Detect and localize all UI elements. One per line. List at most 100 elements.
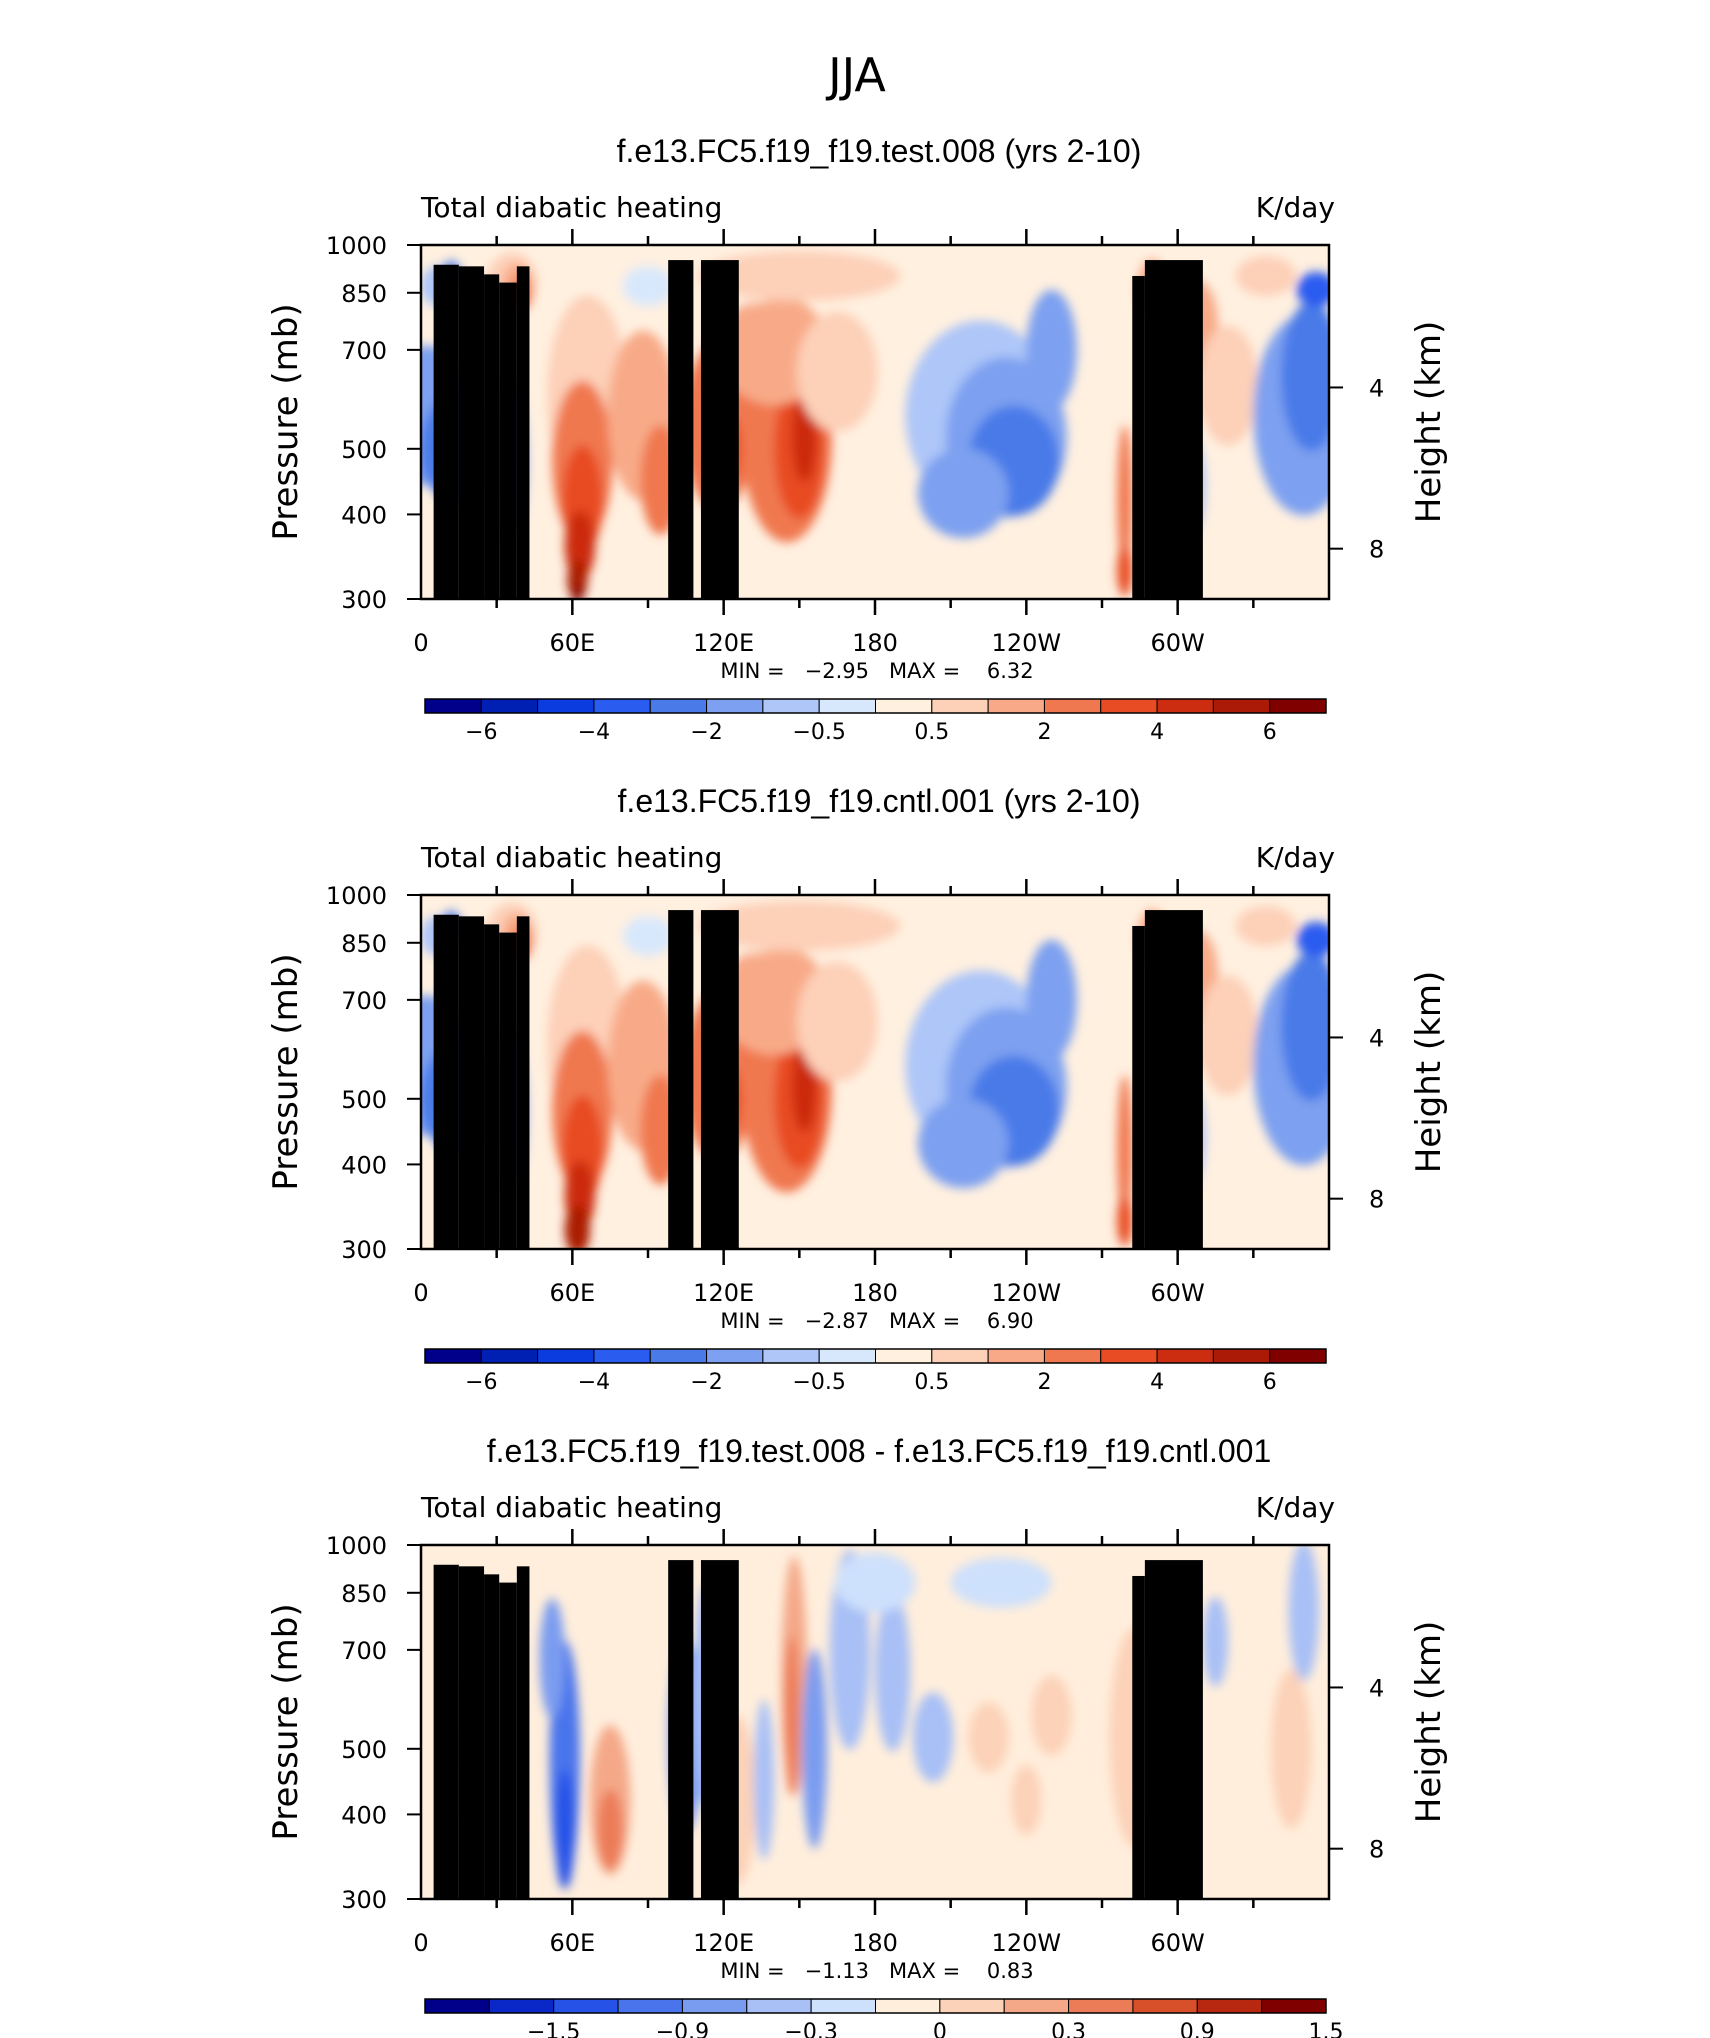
contour-region	[1026, 939, 1077, 1060]
colorbar-label: 0.5	[914, 1370, 949, 1395]
y-tick-label: 300	[341, 1236, 387, 1264]
y-tick-label: 400	[341, 1801, 387, 1829]
colorbar-box	[1261, 1998, 1327, 2014]
panel-title: f.e13.FC5.f19_f19.test.008 - f.e13.FC5.f…	[487, 1433, 1272, 1469]
contour-region	[834, 1552, 916, 1613]
topography-mask	[458, 916, 485, 1249]
topography-mask	[516, 266, 530, 599]
contour-region	[917, 448, 1009, 539]
colorbar-label: 2	[1037, 720, 1051, 745]
y2-axis-label: Height (km)	[1409, 1621, 1449, 1824]
colorbar-box	[424, 1998, 490, 2014]
x-tick-label: 120W	[992, 1929, 1062, 1957]
topography-mask	[1157, 910, 1203, 1249]
colorbar-box	[593, 1348, 651, 1364]
y-tick-label: 1000	[326, 882, 387, 910]
contour-region	[1296, 921, 1329, 957]
colorbar-box	[875, 698, 933, 714]
colorbar-box	[1156, 698, 1214, 714]
y-tick-label: 1000	[326, 1532, 387, 1560]
x-tick-label: 180	[852, 629, 898, 657]
topography-mask	[484, 924, 500, 1249]
colorbar-box	[537, 698, 595, 714]
topography-mask	[668, 1560, 694, 1899]
colorbar-label: 0.3	[1051, 2020, 1086, 2038]
contour-region	[1117, 425, 1133, 576]
colorbar-box	[1212, 1348, 1271, 1364]
colorbar-frame	[424, 698, 1327, 714]
x-tick-label: 120E	[693, 629, 754, 657]
topography-mask	[499, 282, 517, 599]
colorbar-box	[746, 1998, 812, 2014]
topography-mask	[1157, 260, 1203, 599]
topography-mask	[1132, 925, 1145, 1249]
contour-region	[1281, 301, 1329, 452]
panel-left-string: Total diabatic heating	[420, 1491, 722, 1524]
colorbar-box	[706, 698, 764, 714]
colorbar-label: 0.5	[914, 720, 949, 745]
colorbar-box	[1003, 1998, 1070, 2014]
colorbar-box	[480, 1348, 539, 1364]
y2-axis-label: Height (km)	[1409, 971, 1449, 1174]
contour-region	[1011, 1765, 1042, 1836]
y-tick-label: 500	[341, 1086, 387, 1114]
topography-mask	[1144, 1560, 1158, 1899]
colorbar-box	[1269, 698, 1327, 714]
contour-region	[784, 1635, 800, 1796]
colorbar-label: 6	[1263, 720, 1277, 745]
colorbar-box	[1156, 1348, 1214, 1364]
contour-region	[1117, 1075, 1133, 1226]
colorbar-box	[681, 1998, 748, 2014]
topography-mask	[700, 260, 739, 599]
colorbar-box	[553, 1998, 619, 2014]
colorbar-box	[762, 698, 820, 714]
y-tick-label: 400	[341, 501, 387, 529]
y2-tick-label: 4	[1369, 374, 1384, 402]
colorbar-label: −0.5	[792, 720, 845, 745]
colorbar-box	[1212, 698, 1271, 714]
contour-region	[1270, 1668, 1312, 1829]
y-tick-label: 500	[341, 1736, 387, 1764]
colorbar-label: −6	[465, 1370, 497, 1395]
colorbar-box	[875, 1348, 933, 1364]
colorbar-label: −0.3	[784, 2020, 837, 2038]
contour-region	[1202, 1596, 1229, 1687]
x-tick-label: 60W	[1151, 1279, 1205, 1307]
x-tick-label: 120E	[693, 1279, 754, 1307]
colorbar-box	[1100, 1348, 1158, 1364]
colorbar-box	[818, 1348, 876, 1364]
x-tick-label: 60W	[1151, 1929, 1205, 1957]
contour-region	[1288, 1545, 1319, 1681]
y2-tick-label: 8	[1369, 1836, 1384, 1864]
y-axis-label: Pressure (mb)	[266, 953, 306, 1190]
colorbar-box	[987, 1348, 1045, 1364]
colorbar-box	[424, 1348, 482, 1364]
colorbar-box	[424, 698, 482, 714]
x-tick-label: 180	[852, 1279, 898, 1307]
topography-mask	[700, 1560, 739, 1899]
contour-region	[875, 1591, 911, 1752]
y-tick-label: 300	[341, 1886, 387, 1914]
contour-region	[917, 1098, 1009, 1189]
topography-mask	[668, 910, 694, 1249]
colorbar-label: −2	[690, 720, 722, 745]
figure-title: JJA	[825, 48, 886, 102]
y-tick-label: 400	[341, 1151, 387, 1179]
contour-region	[554, 1769, 575, 1890]
contour-region	[1197, 325, 1259, 446]
colorbar-box	[1043, 698, 1102, 714]
contour-region	[572, 585, 583, 599]
topography-mask	[458, 1566, 485, 1899]
contour-region	[1026, 289, 1077, 410]
panel-title: f.e13.FC5.f19_f19.test.008 (yrs 2-10)	[617, 133, 1142, 169]
contour-region	[597, 1789, 623, 1870]
colorbar-label: 2	[1037, 1370, 1051, 1395]
topography-mask	[433, 264, 459, 599]
y2-axis-label: Height (km)	[1409, 321, 1449, 524]
colorbar-box	[939, 1998, 1005, 2014]
colorbar: −6 −4 −2 −0.5 0.5 2 4 6	[424, 1348, 1327, 1395]
panel-units: K/day	[1256, 191, 1335, 224]
x-tick-label: 120E	[693, 1929, 754, 1957]
topography-mask	[484, 1574, 500, 1899]
topography-mask	[458, 266, 485, 599]
